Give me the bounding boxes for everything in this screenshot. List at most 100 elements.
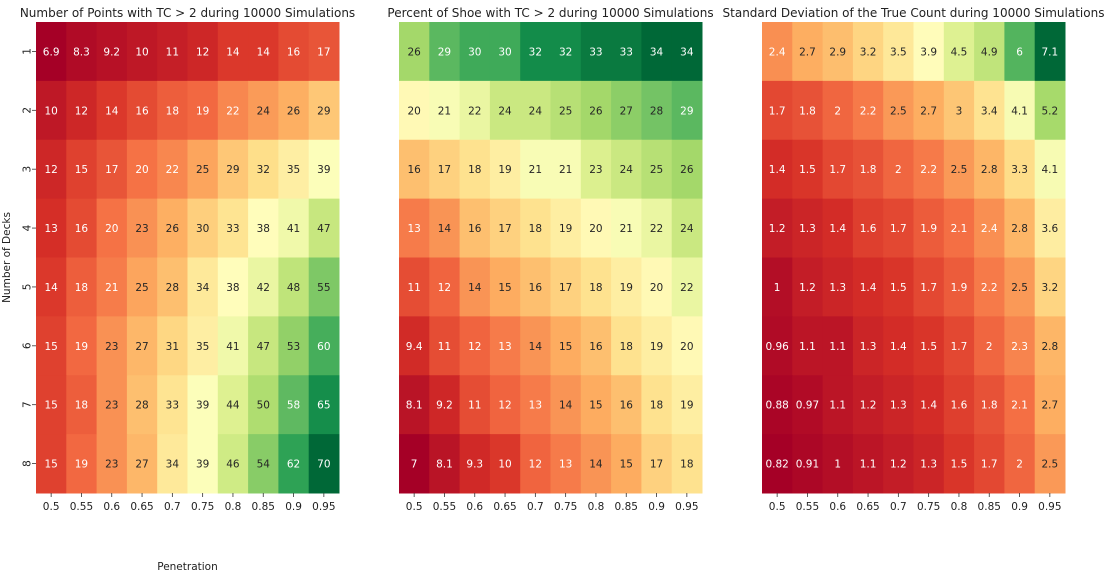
heatmap-cell (671, 316, 703, 376)
cell-value-label: 34 (680, 46, 694, 58)
cell-value-label: 5.2 (1041, 105, 1058, 117)
cell-value-label: 17 (317, 46, 330, 58)
heatmap-cell (489, 257, 521, 317)
heatmap-cell (580, 139, 612, 200)
heatmap-cell (96, 22, 128, 82)
cell-value-label: 20 (589, 223, 602, 235)
cell-value-label: 18 (529, 223, 542, 235)
heatmap-cell (822, 139, 854, 200)
cell-value-label: 33 (226, 223, 239, 235)
cell-value-label: 39 (196, 400, 209, 412)
cell-value-label: 35 (287, 164, 300, 176)
heatmap-cell (248, 139, 279, 200)
heatmap-cell (157, 139, 188, 200)
cell-value-label: 13 (559, 459, 572, 471)
heatmap-cell (943, 198, 975, 258)
cell-value-label: 34 (196, 282, 210, 294)
heatmap-cell (66, 22, 98, 82)
heatmap-cell (459, 316, 491, 376)
cell-value-label: 21 (620, 223, 633, 235)
x-tick-label: 0.75 (917, 501, 940, 513)
cell-value-label: 22 (226, 105, 239, 117)
heatmap-cell (913, 434, 945, 494)
heatmap-cell (762, 80, 793, 141)
cell-value-label: 58 (287, 400, 300, 412)
heatmap-cell (489, 198, 521, 258)
heatmap-cell (429, 257, 461, 317)
heatmap-cell (792, 257, 824, 317)
cell-value-label: 11 (438, 341, 451, 353)
heatmap-cell (520, 22, 551, 82)
cell-value-label: 30 (498, 46, 511, 58)
heatmap-cell (399, 22, 430, 82)
cell-value-label: 14 (559, 400, 573, 412)
heatmap-cell (550, 198, 582, 258)
heatmap-cell (36, 80, 67, 141)
cell-value-label: 29 (317, 105, 330, 117)
heatmap-cell (126, 375, 158, 435)
cell-value-label: 21 (529, 164, 542, 176)
heatmap-cell (96, 80, 128, 141)
x-tick-label: 0.85 (252, 501, 275, 513)
heatmap-cell (96, 434, 128, 494)
cell-value-label: 26 (166, 223, 180, 235)
cell-value-label: 34 (650, 46, 664, 58)
cell-value-label: 6 (1016, 46, 1023, 58)
cell-value-label: 18 (650, 400, 663, 412)
cell-value-label: 1.3 (829, 282, 846, 294)
heatmap-cell (792, 139, 824, 200)
cell-value-label: 1.4 (769, 164, 786, 176)
cell-value-label: 1.2 (860, 400, 877, 412)
heatmap-cell (641, 80, 673, 141)
heatmap-cell (550, 80, 582, 141)
cell-value-label: 2.2 (981, 282, 998, 294)
heatmap-cell (126, 80, 158, 141)
cell-value-label: 1 (774, 282, 781, 294)
cell-value-label: 26 (680, 164, 694, 176)
heatmap-cell (308, 139, 340, 200)
cell-value-label: 0.97 (796, 400, 819, 412)
cell-value-label: 21 (559, 164, 572, 176)
cell-value-label: 6.9 (43, 46, 60, 58)
cell-value-label: 0.96 (765, 341, 789, 353)
x-tick-label: 0.5 (406, 501, 423, 513)
cell-value-label: 27 (620, 105, 633, 117)
cell-value-label: 19 (650, 341, 663, 353)
cell-value-label: 9.3 (466, 459, 483, 471)
cell-value-label: 2 (834, 105, 841, 117)
cell-value-label: 14 (438, 223, 452, 235)
cell-value-label: 46 (226, 459, 240, 471)
cell-value-label: 33 (589, 46, 602, 58)
heatmap-cell (1034, 80, 1066, 141)
y-tick-label: 8 (22, 460, 34, 467)
heatmap-cell (1004, 375, 1036, 435)
y-tick-label: 5 (22, 284, 34, 291)
heatmap-cell (157, 80, 188, 141)
cell-value-label: 3.2 (1041, 282, 1058, 294)
cell-value-label: 18 (75, 400, 88, 412)
cell-value-label: 9.4 (406, 341, 423, 353)
x-tick-label: 0.65 (856, 501, 879, 513)
y-tick-label: 4 (22, 224, 34, 231)
cell-value-label: 1.8 (799, 105, 816, 117)
heatmap-cell (641, 139, 673, 200)
heatmap-cell (248, 198, 279, 258)
cell-value-label: 2.4 (769, 46, 786, 58)
cell-value-label: 1.3 (799, 223, 816, 235)
cell-value-label: 10 (135, 46, 148, 58)
cell-value-label: 8.1 (406, 400, 423, 412)
heatmap-cell (36, 139, 67, 200)
cell-value-label: 18 (680, 459, 693, 471)
heatmap-cell (399, 316, 430, 376)
cell-value-label: 1.1 (829, 341, 846, 353)
heatmap-cell (1004, 434, 1036, 494)
cell-value-label: 8.3 (73, 46, 90, 58)
heatmap-cell (399, 139, 430, 200)
cell-value-label: 2 (1016, 459, 1023, 471)
cell-value-label: 27 (135, 341, 148, 353)
cell-value-label: 9.2 (436, 400, 453, 412)
heatmap-cell (883, 375, 914, 435)
cell-value-label: 26 (287, 105, 301, 117)
heatmap-cell (308, 434, 340, 494)
